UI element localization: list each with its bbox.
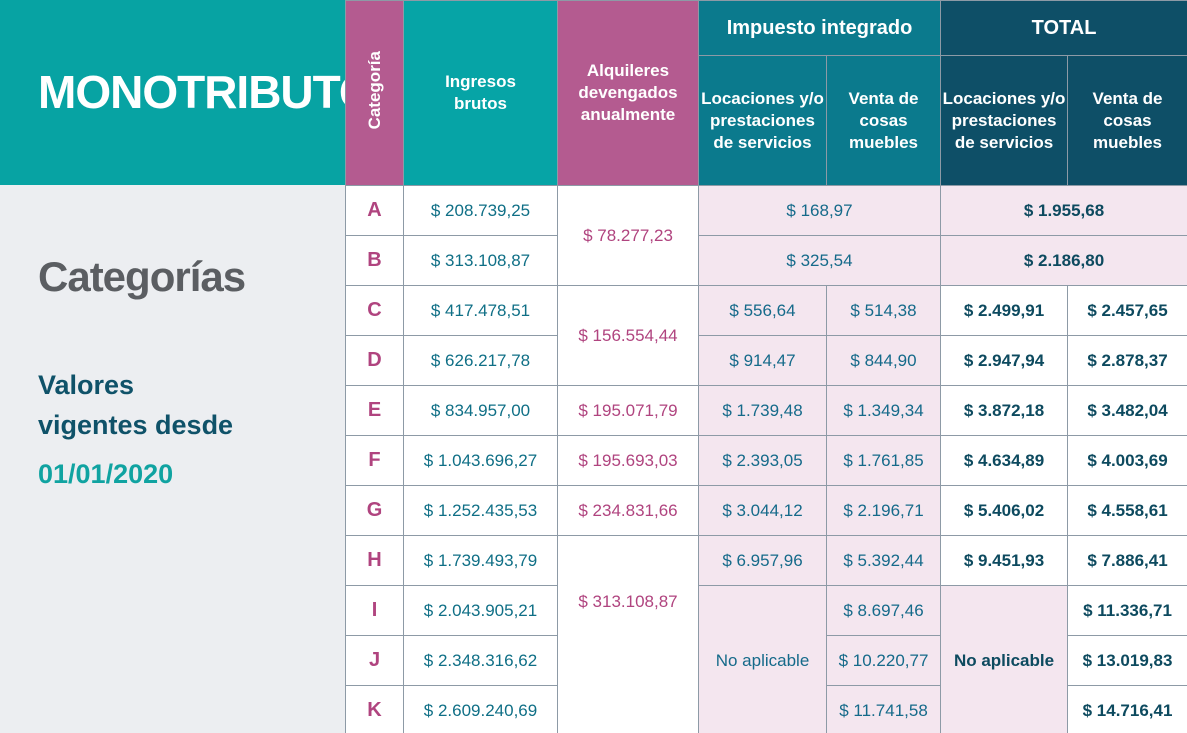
- table-cell: No aplicable: [940, 585, 1069, 733]
- table-row: C $ 417.478,51 $ 156.554,44 $ 556,64 $ 514,3…: [345, 285, 1187, 386]
- table-cell: $ 844,90: [825, 335, 942, 386]
- table-cell: $ 2.457,65: [1067, 285, 1187, 336]
- table-cell: $ 4.558,61: [1067, 485, 1187, 536]
- table-cell: J: [345, 635, 404, 686]
- table-cell: C: [345, 285, 404, 336]
- table-cell: $ 1.043.696,27: [403, 435, 558, 486]
- table-cell: $ 417.478,51: [403, 285, 558, 336]
- table-cell: $ 5.392,44: [825, 535, 942, 586]
- table-cell: $ 13.019,83: [1067, 635, 1187, 686]
- table-cell: $ 325,54: [697, 235, 942, 286]
- table-cell: $ 3.872,18: [940, 385, 1069, 436]
- table-row: I $ 2.043.905,21 No aplicable $ 8.697,46 No …: [345, 585, 1187, 733]
- header-cell: Alquileres devengados anualmente: [557, 0, 699, 186]
- table-row: H $ 1.739.493,79 $ 313.108,87 $ 6.957,96 $ 5…: [345, 535, 1187, 733]
- header-cell: Venta de cosas muebles: [1067, 55, 1187, 186]
- table-cell: $ 313.108,87: [403, 235, 558, 286]
- table-row: E $ 834.957,00 $ 195.071,79 $ 1.739,48 $ 1.3…: [345, 385, 1187, 436]
- table-cell: $ 156.554,44: [557, 285, 699, 386]
- table-cell: $ 2.043.905,21: [403, 585, 558, 636]
- table-cell: $ 4.003,69: [1067, 435, 1187, 486]
- table-cell: $ 5.406,02: [940, 485, 1069, 536]
- table-cell: $ 3.044,12: [698, 485, 827, 536]
- table-cell: $ 1.955,68: [940, 185, 1187, 236]
- table-row: K $ 2.609.240,69 $ 11.741,58 $ 14.716,41: [345, 685, 1187, 733]
- table-cell: $ 7.886,41: [1067, 535, 1187, 586]
- table: Categoría Ingresos brutos Alquileres dev…: [345, 0, 1187, 733]
- sidebar: Categorías Valores vigentes desde 01/01/…: [0, 185, 345, 733]
- table-cell: $ 2.609.240,69: [403, 685, 558, 733]
- table-cell: $ 2.186,80: [940, 235, 1187, 286]
- table-cell: $ 11.741,58: [825, 685, 942, 733]
- table-cell: K: [345, 685, 404, 733]
- table-cell: $ 556,64: [698, 285, 827, 336]
- table-cell: $ 208.739,25: [403, 185, 558, 236]
- table-cell: $ 1.252.435,53: [403, 485, 558, 536]
- table-cell: E: [345, 385, 404, 436]
- table-cell: $ 2.878,37: [1067, 335, 1187, 386]
- table-cell: $ 834.957,00: [403, 385, 558, 436]
- table-cell: G: [345, 485, 404, 536]
- table-row: F $ 1.043.696,27 $ 195.693,03 $ 2.393,05 $ 1…: [345, 435, 1187, 486]
- sidebar-note: Valores vigentes desde: [38, 370, 234, 440]
- table-cell: $ 234.831,66: [557, 485, 699, 536]
- table-cell: $ 195.693,03: [557, 435, 699, 486]
- header-cell: Locaciones y/o prestaciones de servicios: [940, 55, 1069, 186]
- header-cell: Categoría: [345, 0, 404, 186]
- header-text: Categoría: [364, 50, 384, 130]
- title: MONOTRIBUTO: [0, 0, 375, 185]
- table-row: G $ 1.252.435,53 $ 234.831,66 $ 3.044,12 $ 2…: [345, 485, 1187, 536]
- sidebar-heading: Categorías: [38, 253, 246, 300]
- table-cell: F: [345, 435, 404, 486]
- table-row: D $ 626.217,78 $ 914,47 $ 844,90 $ 2.947,94 $…: [345, 335, 1187, 386]
- table-row: B $ 313.108,87 $ 325,54 $ 2.186,80: [345, 235, 1187, 286]
- table-cell: $ 914,47: [698, 335, 827, 386]
- table-cell: $ 8.697,46: [825, 585, 942, 636]
- table-row: A $ 208.739,25 $ 78.277,23 $ 168,97 $ 1.955,…: [345, 185, 1187, 286]
- table-cell: $ 313.108,87: [557, 535, 699, 733]
- table-cell: A: [345, 185, 404, 236]
- table-cell: $ 2.348.316,62: [403, 635, 558, 686]
- table-cell: $ 3.482,04: [1067, 385, 1187, 436]
- table-cell: $ 2.393,05: [698, 435, 827, 486]
- header-cell: Ingresos brutos: [403, 0, 558, 186]
- table-cell: $ 11.336,71: [1067, 585, 1187, 636]
- table-cell: $ 10.220,77: [825, 635, 942, 686]
- table-cell: $ 14.716,41: [1067, 685, 1187, 733]
- table-cell: $ 1.761,85: [825, 435, 942, 486]
- table-cell: $ 195.071,79: [557, 385, 699, 436]
- table-cell: D: [345, 335, 404, 386]
- table-cell: H: [345, 535, 404, 586]
- table-cell: B: [345, 235, 404, 286]
- table-cell: $ 626.217,78: [403, 335, 558, 386]
- header-cell: Venta de cosas muebles: [825, 55, 942, 186]
- table-body: A $ 208.739,25 $ 78.277,23 $ 168,97 $ 1.955,…: [345, 185, 1187, 733]
- sidebar-date: 01/01/2020: [38, 459, 174, 489]
- table-cell: $ 4.634,89: [940, 435, 1069, 486]
- table-cell: $ 514,38: [825, 285, 942, 336]
- header-cell: TOTAL: [940, 0, 1187, 56]
- table-cell: $ 6.957,96: [698, 535, 827, 586]
- table-cell: $ 2.196,71: [825, 485, 942, 536]
- table-cell: $ 9.451,93: [940, 535, 1069, 586]
- table-cell: $ 1.739.493,79: [403, 535, 558, 586]
- table-cell: $ 2.947,94: [940, 335, 1069, 386]
- table-cell: No aplicable: [698, 585, 827, 733]
- table-cell: $ 2.499,91: [940, 285, 1069, 336]
- table-cell: $ 1.349,34: [825, 385, 942, 436]
- table-cell: $ 78.277,23: [557, 185, 699, 286]
- header-cell: Locaciones y/o prestaciones de servicios: [698, 55, 827, 186]
- header-cell: Impuesto integrado: [697, 0, 942, 56]
- table-row: J $ 2.348.316,62 $ 10.220,77 $ 13.019,83: [345, 635, 1187, 686]
- table-cell: $ 168,97: [697, 185, 942, 236]
- table-cell: $ 1.739,48: [698, 385, 827, 436]
- table-cell: I: [345, 585, 404, 636]
